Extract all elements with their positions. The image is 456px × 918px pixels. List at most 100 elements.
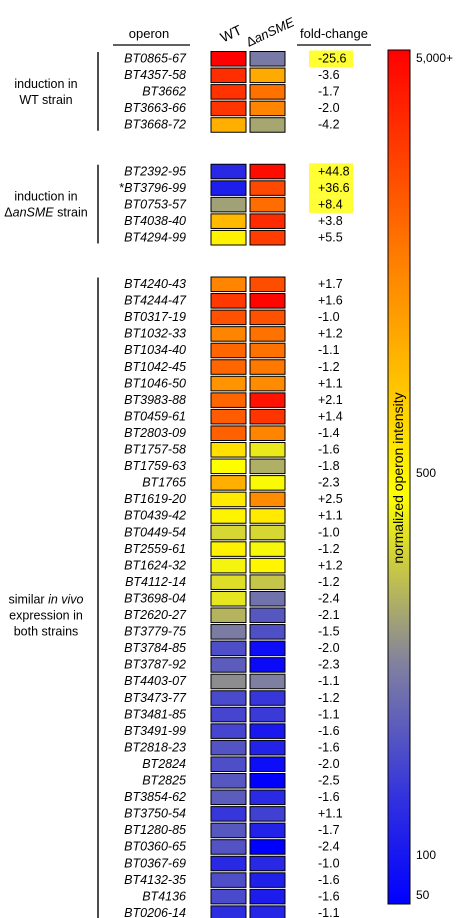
table-row: BT1619-20 +2.5 — [124, 491, 343, 508]
group-label-line: WT strain — [19, 93, 72, 107]
table-row: BT2620-27 -2.1 — [124, 607, 340, 624]
operon-name: BT1046-50 — [124, 376, 186, 390]
fold-change-value: -2.3 — [318, 476, 340, 490]
fold-change-value: -2.5 — [318, 774, 340, 788]
header-mutant: ΔanSME — [244, 14, 297, 49]
operon-name: BT0367-69 — [124, 856, 186, 870]
operon-label: BT4038-40 — [124, 214, 186, 228]
table-row: BT1032-33 +1.2 — [124, 326, 343, 342]
cell-mutant — [249, 375, 286, 392]
table-row: BT1280-85 -1.7 — [124, 822, 340, 839]
operon-label: BT2392-95 — [124, 164, 186, 178]
cell-mutant — [249, 342, 286, 359]
table-row: BT4294-99 +5.5 — [124, 229, 343, 246]
operon-name: BT2392-95 — [124, 164, 186, 178]
fold-change-value: -1.0 — [318, 310, 340, 324]
operon-label: BT1042-45 — [124, 360, 186, 374]
cell-wt — [210, 229, 247, 246]
operon-name: BT0753-57 — [124, 197, 187, 211]
table-row: BT3662 -1.7 — [142, 84, 340, 100]
fold-change-value: +36.6 — [318, 181, 350, 195]
fold-change-highlight — [309, 196, 353, 213]
fold-change-value: +2.5 — [318, 492, 343, 506]
operon-name: BT0317-19 — [124, 310, 186, 324]
operon-name: BT1757-58 — [124, 443, 186, 457]
cell-mutant — [249, 690, 286, 706]
fold-change-value: -1.0 — [318, 525, 340, 539]
cell-mutant — [249, 392, 286, 408]
cell-wt — [210, 855, 247, 872]
cell-mutant — [249, 293, 286, 309]
operon-label: BT2803-09 — [124, 426, 186, 440]
cell-wt — [210, 789, 247, 806]
cell-wt — [210, 293, 247, 309]
cell-wt — [210, 756, 247, 773]
cell-mutant — [249, 756, 286, 773]
cell-wt — [210, 773, 247, 789]
cell-wt — [210, 213, 247, 229]
cell-mutant — [249, 100, 286, 117]
fold-change-highlight — [309, 163, 353, 180]
cell-mutant — [249, 905, 286, 918]
table-row: BT2803-09 -1.4 — [124, 425, 340, 442]
cell-wt — [210, 375, 247, 392]
cell-mutant — [249, 557, 286, 574]
group-label-line: induction in — [14, 190, 77, 204]
header-fold-change: fold-change — [300, 26, 368, 41]
cell-mutant — [249, 739, 286, 756]
cell-wt — [210, 276, 247, 293]
operon-label: BT2559-61 — [124, 542, 186, 556]
cell-mutant — [249, 213, 286, 229]
cell-mutant — [249, 888, 286, 905]
fold-change-value: +1.2 — [318, 327, 343, 341]
cell-wt — [210, 839, 247, 855]
cell-wt — [210, 475, 247, 491]
group-label-segment: anSME — [13, 206, 55, 220]
operon-name: BT1624-32 — [124, 558, 186, 572]
operon-label: BT0449-54 — [124, 525, 186, 539]
table-row: BT1046-50 +1.1 — [124, 375, 343, 392]
group-labels: induction in WT strain induction in ΔanSME … — [4, 52, 99, 918]
colorbar-tick-50: 50 — [416, 888, 430, 902]
cell-mutant — [249, 475, 286, 491]
fold-change-value: -25.6 — [318, 52, 347, 66]
fold-change-value: -1.1 — [318, 343, 340, 357]
operon-label: BT1280-85 — [124, 823, 186, 837]
colorbar-tick-100: 100 — [416, 848, 436, 862]
operon-name: BT0459-61 — [124, 409, 186, 423]
operon-label: BT3784-85 — [124, 641, 186, 655]
table-row: BT1042-45 -1.2 — [124, 359, 340, 375]
cell-mutant — [249, 855, 286, 872]
operon-name: BT4403-07 — [124, 674, 187, 688]
operon-name: BT1619-20 — [124, 492, 186, 506]
table-row: BT3668-72 -4.2 — [124, 117, 340, 133]
table-row: BT0753-57 +8.4 — [124, 196, 353, 213]
table-row: BT0449-54 -1.0 — [124, 524, 340, 541]
cell-mutant — [249, 773, 286, 789]
operon-name: BT0449-54 — [124, 525, 186, 539]
fold-change-value: -2.0 — [318, 641, 340, 655]
cell-mutant — [249, 872, 286, 888]
group-label-segment: expression in — [9, 608, 83, 622]
table-row: BT3787-92 -2.3 — [124, 657, 340, 673]
table-row: BT4244-47 +1.6 — [124, 293, 343, 309]
operon-label: BT3787-92 — [124, 658, 186, 672]
fold-change-value: +1.1 — [318, 807, 343, 821]
operon-label: BT0459-61 — [124, 409, 186, 423]
cell-wt — [210, 640, 247, 657]
cell-wt — [210, 51, 247, 67]
cell-mutant — [249, 789, 286, 806]
operon-label: BT3779-75 — [124, 625, 186, 639]
cell-wt — [210, 905, 247, 918]
cell-wt — [210, 541, 247, 557]
table-row: *BT3796-99 +36.6 — [119, 179, 353, 197]
operon-label: BT4132-35 — [124, 873, 186, 887]
table-row: BT0206-14 -1.1 — [124, 905, 340, 918]
cell-mutant — [249, 822, 286, 839]
group-label-segment: similar — [8, 592, 48, 606]
fold-change-value: -1.5 — [318, 625, 340, 639]
cell-mutant — [249, 67, 286, 84]
cell-wt — [210, 408, 247, 425]
operon-name: BT1280-85 — [124, 823, 186, 837]
cell-mutant — [249, 229, 286, 246]
